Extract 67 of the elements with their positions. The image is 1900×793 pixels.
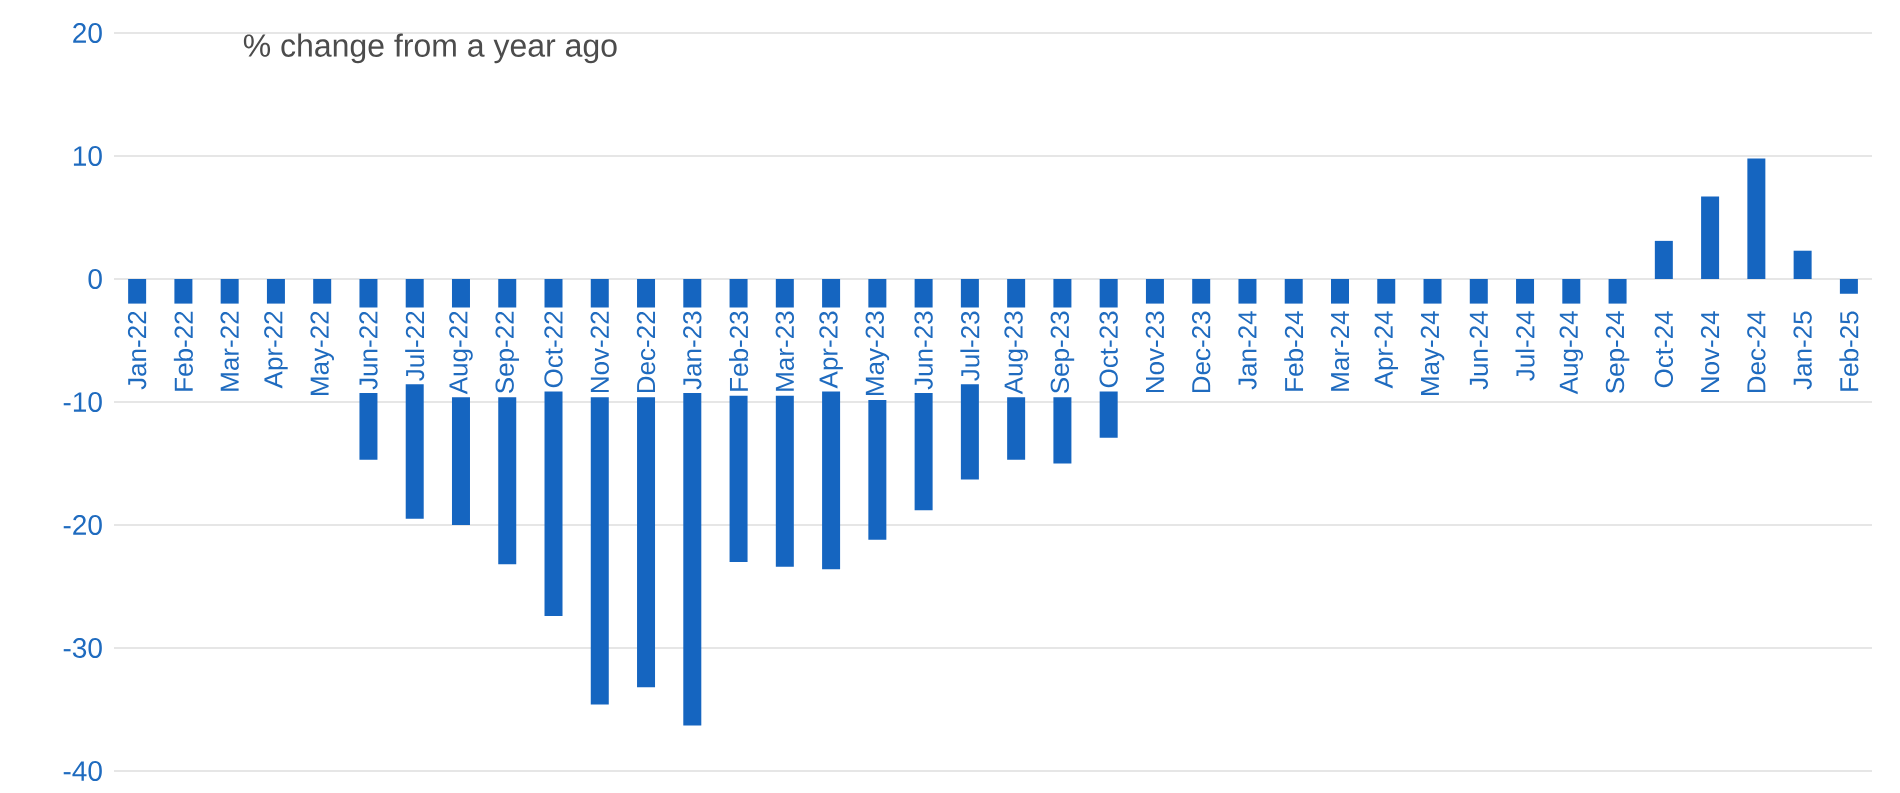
x-tick-label: Feb-24: [1284, 311, 1304, 391]
x-tick-label: Nov-22: [590, 311, 609, 393]
x-tick-label: Jan-22: [127, 311, 147, 390]
x-tick-label: Sep-24: [1605, 311, 1630, 394]
bar: [1284, 279, 1303, 304]
x-tick-label: Jul-22: [405, 311, 425, 381]
x-tick-label: Aug-23: [1004, 311, 1028, 395]
bar: [174, 279, 193, 304]
x-tick-label: Jan-25: [1793, 311, 1812, 390]
bar: [1145, 279, 1164, 304]
x-tick-label: Feb-25: [1839, 311, 1859, 391]
bar: [1330, 279, 1349, 304]
x-tick-label: Sep-22: [495, 311, 520, 394]
x-tick-label: Oct-22: [544, 311, 563, 388]
x-tick-label: Aug-22: [449, 311, 473, 395]
bar: [1654, 240, 1673, 279]
x-tick-label: Mar-23: [775, 311, 795, 391]
x-tick-label: Apr-22: [264, 311, 288, 389]
x-tick-label: Mar-22: [220, 311, 239, 391]
x-tick-label: Dec-24: [1747, 311, 1766, 393]
bar: [1793, 250, 1812, 279]
x-tick-label: Oct-24: [1654, 311, 1674, 388]
bar: [128, 279, 147, 304]
x-tick-label: Jul-23: [960, 311, 980, 381]
x-tick-label: Jun-23: [914, 311, 933, 390]
bar: [1608, 279, 1627, 304]
y-tick-label: -30: [63, 638, 102, 658]
y-tick-label: -10: [63, 392, 102, 412]
bar: [1701, 196, 1720, 279]
bar: [1377, 279, 1396, 304]
bar: [220, 279, 239, 304]
x-tick-label: Oct-23: [1099, 311, 1118, 388]
x-tick-label: Jun-24: [1469, 311, 1488, 390]
x-tick-label: Apr-23: [819, 311, 843, 389]
x-tick-label: Aug-24: [1559, 311, 1584, 395]
bar: [1839, 279, 1858, 294]
y-tick-label: -20: [63, 515, 102, 535]
x-tick-label: Mar-24: [1330, 311, 1350, 391]
x-tick-label: May-22: [310, 311, 334, 395]
x-tick-label: Jun-22: [359, 311, 378, 390]
y-tick-label: 20: [73, 23, 102, 43]
bar: [1747, 158, 1766, 279]
chart-title: % change from a year ago: [243, 33, 617, 64]
x-tick-label: Jan-24: [1238, 311, 1257, 390]
bar: [1423, 279, 1442, 304]
bar: [313, 279, 332, 304]
y-tick-label: -40: [63, 761, 102, 781]
bar: [1562, 279, 1581, 304]
x-tick-label: Feb-23: [729, 311, 749, 391]
x-tick-label: Jul-24: [1515, 311, 1535, 381]
bar: [1238, 279, 1257, 304]
x-tick-label: Apr-24: [1374, 311, 1399, 389]
x-tick-label: May-24: [1420, 311, 1445, 395]
x-tick-label: Feb-22: [173, 311, 193, 391]
y-tick-label: 10: [73, 146, 102, 166]
x-tick-label: Dec-22: [636, 311, 656, 393]
bar: [1469, 279, 1488, 304]
x-tick-label: May-23: [865, 311, 890, 395]
bar: [266, 279, 285, 304]
x-tick-label: Nov-23: [1145, 311, 1165, 393]
x-tick-label: Nov-24: [1700, 311, 1720, 393]
y-tick-label: 0: [88, 269, 102, 289]
x-tick-label: Sep-23: [1050, 311, 1075, 394]
x-tick-label: Jan-23: [683, 311, 702, 390]
bar: [1192, 279, 1211, 304]
bar: [1516, 279, 1535, 304]
x-tick-label: Dec-23: [1191, 311, 1211, 393]
